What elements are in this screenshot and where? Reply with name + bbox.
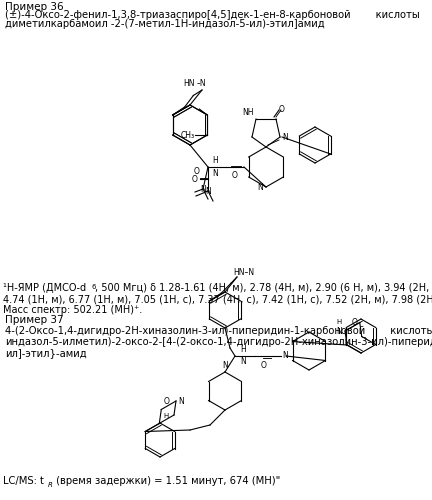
Text: N: N	[200, 184, 206, 194]
Text: 6: 6	[91, 284, 95, 290]
Text: N: N	[205, 186, 211, 196]
Text: –N: –N	[196, 78, 206, 88]
Text: LC/MS: t: LC/MS: t	[3, 476, 44, 486]
Text: 4.74 (1H, м), 6.77 (1H, м), 7.05 (1H, с), 7.37 (4H, с), 7.42 (1H, с), 7.52 (2H, : 4.74 (1H, м), 6.77 (1H, м), 7.05 (1H, с)…	[3, 294, 432, 304]
Text: N: N	[212, 169, 218, 178]
Text: N: N	[240, 357, 246, 366]
Text: HN: HN	[183, 78, 194, 88]
Text: (время задержки) = 1.51 минут, 674 (МН)": (время задержки) = 1.51 минут, 674 (МН)"	[53, 476, 280, 486]
Text: N: N	[222, 361, 228, 370]
Text: N: N	[336, 326, 342, 336]
Text: R: R	[48, 482, 53, 488]
Text: NH: NH	[242, 108, 254, 117]
Text: Пример 37: Пример 37	[5, 315, 64, 325]
Text: (±)-4-Оксо-2-фенил-1,3,8-триазаспиро[4,5]дек-1-ен-8-карбоновой        кислоты   : (±)-4-Оксо-2-фенил-1,3,8-триазаспиро[4,5…	[5, 10, 432, 20]
Text: CH₃: CH₃	[180, 130, 194, 140]
Text: N: N	[257, 182, 263, 192]
Text: O: O	[163, 398, 169, 406]
Text: Масс спектр: 502.21 (МН)⁺.: Масс спектр: 502.21 (МН)⁺.	[3, 305, 142, 315]
Text: O: O	[261, 361, 267, 370]
Text: H: H	[240, 345, 246, 354]
Text: Пример 36: Пример 36	[5, 2, 64, 12]
Text: ил]-этил}-амид: ил]-этил}-амид	[5, 348, 87, 358]
Text: O: O	[352, 318, 358, 327]
Text: N: N	[282, 132, 288, 141]
Text: , 500 Мгц) δ 1.28-1.61 (4H, м), 2.78 (4H, м), 2.90 (6 H, м), 3.94 (2H, м),: , 500 Мгц) δ 1.28-1.61 (4H, м), 2.78 (4H…	[95, 283, 432, 293]
Text: ¹H-ЯМР (ДМСО-d: ¹H-ЯМР (ДМСО-d	[3, 283, 86, 293]
Text: 4-(2-Оксо-1,4-дигидро-2H-хиназолин-3-ил)-пиперидин-1-карбоновой        кислоты  : 4-(2-Оксо-1,4-дигидро-2H-хиназолин-3-ил)…	[5, 326, 432, 336]
Text: O: O	[193, 167, 199, 176]
Text: H: H	[337, 319, 342, 325]
Text: H: H	[212, 156, 218, 165]
Text: H: H	[163, 414, 168, 420]
Text: HN–N: HN–N	[233, 268, 254, 277]
Text: O: O	[192, 174, 198, 184]
Text: O: O	[279, 105, 285, 114]
Text: N: N	[178, 396, 184, 406]
Text: диметилкарбамоил -2-(7-метил-1H-индазол-5-ил)-этил]амид: диметилкарбамоил -2-(7-метил-1H-индазол-…	[5, 19, 324, 29]
Text: O: O	[232, 171, 238, 180]
Text: N: N	[282, 352, 288, 360]
Text: индазол-5-илметил)-2-оксо-2-[4-(2-оксо-1,4-дигидро-2H-хиназолин-3-ил)-пиперидин-: индазол-5-илметил)-2-оксо-2-[4-(2-оксо-1…	[5, 337, 432, 347]
